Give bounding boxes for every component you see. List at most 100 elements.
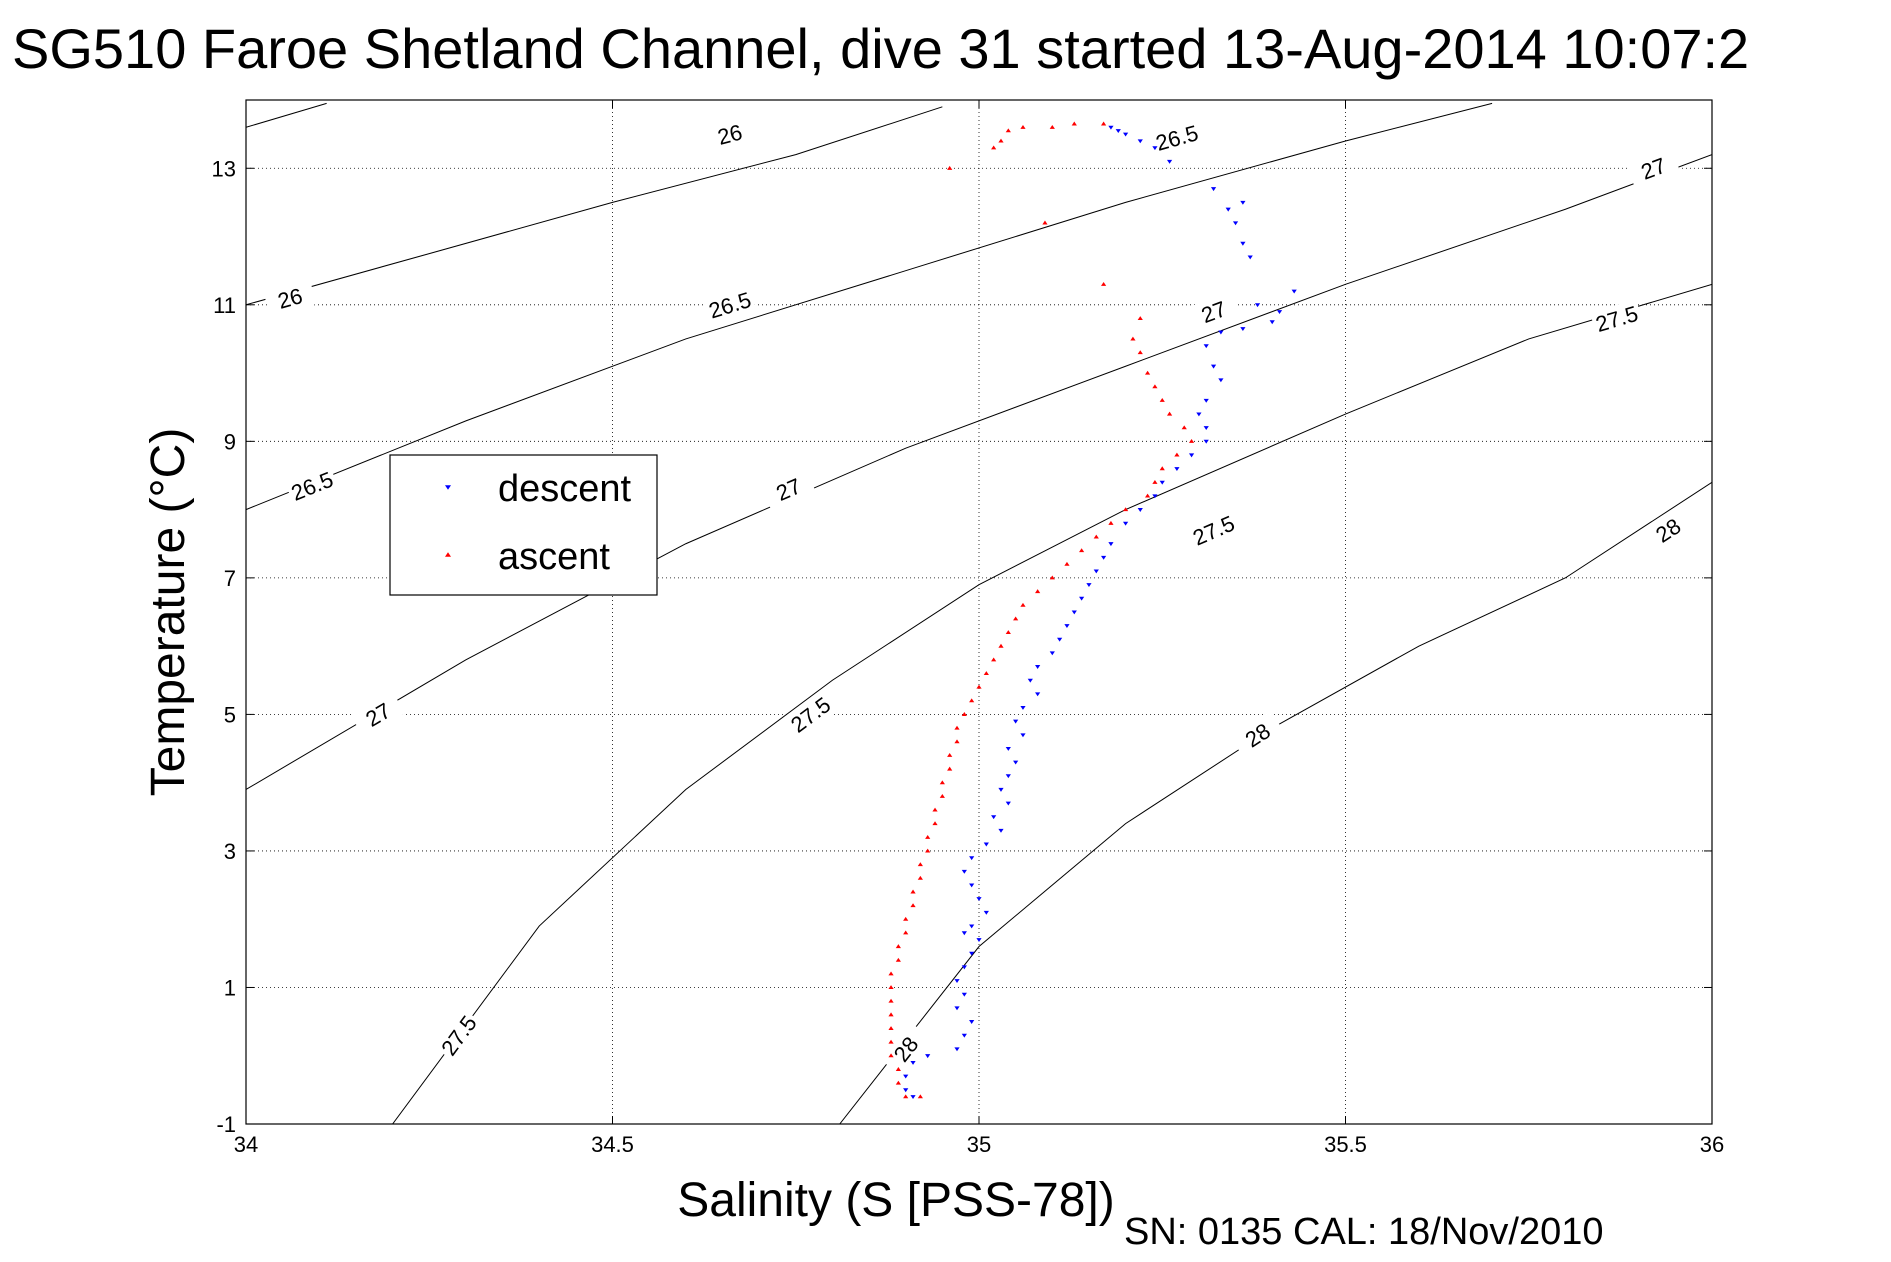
x-axis-label: Salinity (S [PSS-78]) — [677, 1174, 1114, 1227]
ascent-point — [917, 862, 923, 867]
ascent-point — [917, 875, 923, 880]
ascent-point — [1181, 425, 1187, 430]
descent-point — [954, 1047, 960, 1052]
ascent-point — [998, 138, 1004, 143]
descent-point — [1240, 241, 1246, 246]
descent-point — [1064, 624, 1070, 628]
ascent-point — [939, 793, 945, 798]
descent-point — [1240, 327, 1246, 332]
ascent-point — [1049, 124, 1055, 129]
legend-box — [389, 454, 658, 596]
contour-label-bg — [880, 1022, 931, 1076]
ascent-point — [888, 1026, 894, 1030]
ascent-point — [903, 916, 909, 921]
descent-point — [1093, 569, 1099, 574]
ascent-point — [1130, 336, 1136, 341]
ascent-point — [903, 930, 909, 935]
contour-label-bg — [703, 115, 757, 153]
x-tick-label: 35 — [967, 1132, 991, 1157]
ascent-point — [1144, 493, 1151, 498]
descent-point — [1291, 289, 1297, 294]
ascent-point — [991, 657, 997, 662]
ascent-point — [1166, 411, 1173, 416]
y-tick-label: 5 — [224, 702, 236, 727]
ascent-point — [1188, 438, 1195, 443]
chart-title: SG510 Faroe Shetland Channel, dive 31 st… — [12, 17, 1749, 80]
descent-point — [976, 897, 982, 902]
ascent-point — [1108, 520, 1114, 525]
descent-point — [1079, 596, 1085, 601]
descent-point — [1196, 412, 1202, 417]
descent-point — [998, 787, 1004, 792]
descent-point — [1020, 706, 1026, 710]
isopycnal-line — [246, 102, 327, 128]
ascent-point — [947, 766, 953, 771]
ascent-point — [1174, 452, 1180, 457]
contour-label-bg — [783, 689, 838, 740]
ascent-point — [1013, 616, 1019, 621]
descent-point — [1159, 480, 1165, 485]
descent-point — [1152, 494, 1158, 499]
descent-point — [954, 979, 960, 983]
ascent-point — [1152, 479, 1158, 484]
ascent-point — [983, 671, 989, 675]
ascent-point — [1005, 630, 1011, 635]
ascent-point — [895, 1080, 901, 1085]
descent-point — [1174, 467, 1180, 471]
descent-point — [910, 1095, 916, 1100]
legend-label-ascent: ascent — [498, 536, 610, 578]
descent-point — [1166, 159, 1173, 164]
descent-point — [1027, 678, 1033, 683]
series-ascent — [888, 121, 1195, 1099]
descent-point — [1005, 774, 1011, 779]
contour-label-bg — [1186, 291, 1241, 333]
ascent-point — [888, 998, 894, 1003]
ascent-point — [969, 698, 975, 703]
ascent-point — [1101, 281, 1107, 286]
ascent-point — [1144, 370, 1151, 375]
ascent-point — [895, 957, 901, 962]
ascent-point — [1101, 121, 1107, 126]
isopycnal-line — [246, 106, 943, 306]
ascent-point — [888, 1012, 894, 1017]
ascent-point — [888, 1039, 894, 1044]
ascent-point — [939, 780, 945, 785]
contour-label-bg — [1230, 710, 1285, 759]
y-tick-label: 11 — [213, 293, 236, 318]
descent-point — [1101, 555, 1107, 560]
ascent-point — [1042, 220, 1048, 225]
ascent-point — [932, 807, 938, 812]
y-tick-label: 13 — [212, 156, 236, 181]
y-tick-label: 7 — [224, 566, 236, 591]
descent-point — [910, 1061, 916, 1065]
ascent-point — [925, 834, 931, 839]
ascent-point — [1079, 548, 1085, 553]
contour-label-bg — [350, 691, 406, 738]
descent-point — [1057, 637, 1063, 642]
descent-point — [1240, 200, 1246, 205]
descent-point — [961, 1033, 967, 1038]
ascent-point — [1005, 128, 1011, 133]
ascent-point — [910, 889, 916, 894]
descent-point — [961, 965, 967, 970]
ascent-point — [888, 1053, 894, 1058]
descent-point — [1108, 542, 1114, 547]
plot-area: 262626.526.526.52727272727.527.527.527.5… — [212, 99, 1724, 1157]
ascent-point — [1123, 507, 1129, 512]
x-tick-label: 35.5 — [1324, 1132, 1367, 1157]
descent-point — [969, 883, 975, 888]
descent-point — [1203, 439, 1209, 444]
ascent-point — [954, 739, 960, 744]
contour-label-bg — [284, 464, 340, 507]
descent-point — [1035, 665, 1041, 669]
ascent-point — [925, 848, 931, 853]
descent-point — [903, 1088, 909, 1093]
ascent-point — [1159, 398, 1165, 402]
y-tick-label: 1 — [224, 975, 236, 1000]
ascent-point — [1064, 561, 1070, 566]
ascent-point — [961, 712, 967, 716]
descent-point — [1203, 344, 1209, 349]
series-descent — [903, 125, 1297, 1100]
ascent-point — [1020, 602, 1026, 607]
